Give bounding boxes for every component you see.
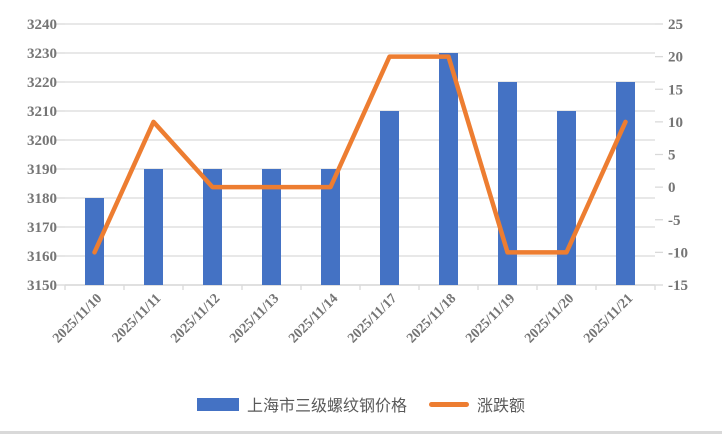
x-axis-date-label: 2025/11/11	[110, 291, 165, 346]
price-bars	[85, 53, 635, 285]
left-axis-tick-label: 3150	[27, 278, 57, 294]
x-axis-date-label: 2025/11/14	[286, 291, 341, 346]
bar-series-swatch-icon	[196, 397, 239, 411]
price-bar	[439, 53, 458, 285]
left-axis-tick-label: 3210	[27, 104, 57, 120]
legend-item-price: 上海市三级螺纹钢价格	[196, 392, 407, 416]
change-line	[92, 54, 628, 255]
price-bar	[203, 169, 222, 285]
y-axis-left: 3150 3160 3170 3180 3190 3200 3210 3220 3230 3240	[27, 17, 65, 294]
right-axis-tick-label: -5	[668, 213, 681, 229]
left-axis-tick-label: 3190	[27, 162, 57, 178]
x-axis-date-label: 2025/11/19	[463, 291, 518, 346]
y-axis-right: -15 -10 -5 0 5 10 15 20 25	[655, 17, 688, 294]
price-bar	[85, 198, 104, 285]
window-edge-strip	[0, 431, 722, 434]
price-bar	[321, 169, 340, 285]
left-axis-tick-label: 3170	[27, 220, 57, 236]
change-polyline	[92, 54, 628, 255]
left-axis-tick-label: 3240	[27, 17, 57, 33]
right-axis-tick-label: 15	[668, 82, 683, 98]
chart-legend: 上海市三级螺纹钢价格 涨跌额	[0, 392, 722, 416]
price-bar	[380, 111, 399, 285]
left-axis-tick-label: 3200	[27, 133, 57, 149]
line-series-swatch-icon	[429, 401, 469, 407]
price-bar	[616, 82, 635, 285]
x-axis	[64, 284, 656, 290]
x-axis-date-label: 2025/11/12	[168, 291, 223, 346]
x-axis-date-label: 2025/11/21	[581, 291, 636, 346]
x-axis-date-label: 2025/11/10	[50, 291, 105, 346]
price-bar	[262, 169, 281, 285]
x-axis-labels: 2025/11/10 2025/11/11 2025/11/12 2025/11/13…	[50, 291, 636, 346]
line-series-label: 涨跌额	[477, 398, 526, 415]
right-axis-tick-label: -10	[668, 245, 688, 261]
left-axis-tick-label: 3160	[27, 249, 57, 265]
price-bar	[144, 169, 163, 285]
x-axis-date-label: 2025/11/20	[522, 291, 577, 346]
legend-item-change: 涨跌额	[429, 392, 525, 416]
right-axis-tick-label: 5	[668, 148, 676, 164]
right-axis-tick-label: 20	[668, 50, 683, 66]
price-bar	[557, 111, 576, 285]
right-axis-tick-label: 0	[668, 180, 676, 196]
left-axis-tick-label: 3230	[27, 46, 57, 62]
right-axis-tick-label: 10	[668, 115, 683, 131]
x-axis-date-label: 2025/11/13	[227, 291, 282, 346]
gridlines	[65, 23, 655, 286]
left-axis-tick-label: 3180	[27, 191, 57, 207]
x-axis-date-label: 2025/11/18	[404, 291, 459, 346]
bar-series-label: 上海市三级螺纹钢价格	[246, 398, 407, 415]
right-axis-tick-label: 25	[668, 17, 683, 33]
x-axis-date-label: 2025/11/17	[345, 291, 400, 346]
left-axis-tick-label: 3220	[27, 75, 57, 91]
right-axis-tick-label: -15	[668, 278, 688, 294]
